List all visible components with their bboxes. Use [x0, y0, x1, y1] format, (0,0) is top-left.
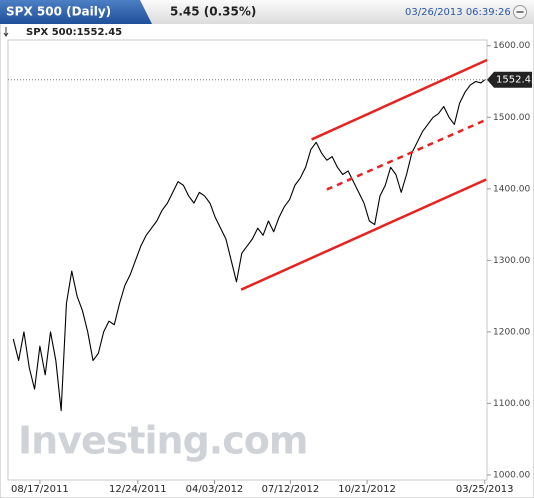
- x-tick-label: 03/25/2013: [456, 484, 514, 495]
- x-tick-label: 12/24/2011: [109, 484, 167, 495]
- header-change: 5.45 (0.35%): [170, 5, 256, 19]
- last-price-tag: [487, 71, 532, 88]
- y-tick-label: 1600.00: [493, 41, 530, 51]
- y-tick-label: 1300.00: [493, 256, 530, 266]
- collapse-button[interactable]: [513, 5, 527, 19]
- y-tick-label: 1200.00: [493, 327, 530, 337]
- trend-line: [326, 118, 488, 191]
- x-tick-label: 07/12/2012: [262, 484, 320, 495]
- y-tick-label: 1400.00: [493, 184, 530, 194]
- x-tick-label: 10/21/2012: [338, 484, 396, 495]
- header-tab: [0, 0, 152, 24]
- last-price-label: 1552.45: [496, 75, 534, 86]
- watermark: Investing.com: [18, 419, 307, 463]
- x-tick-label: 08/17/2011: [11, 484, 69, 495]
- trend-line: [240, 178, 487, 291]
- y-tick-label: 1500.00: [493, 113, 530, 123]
- header-timestamp: 03/26/2013 06:39:26: [405, 7, 511, 18]
- x-tick-label: 04/03/2012: [186, 484, 244, 495]
- y-tick-label: 1000.00: [493, 470, 530, 480]
- legend-label: SPX 500:1552.45: [26, 27, 122, 38]
- price-line: [12, 79, 486, 412]
- y-tick-label: 1100.00: [493, 399, 530, 409]
- legend-icon: [3, 27, 9, 37]
- header-title: SPX 500 (Daily): [6, 5, 111, 19]
- trend-line: [311, 58, 488, 141]
